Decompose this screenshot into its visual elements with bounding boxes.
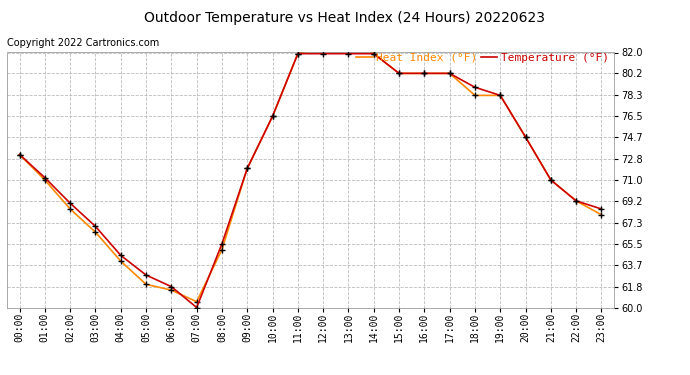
Text: Copyright 2022 Cartronics.com: Copyright 2022 Cartronics.com (7, 38, 159, 48)
Text: Outdoor Temperature vs Heat Index (24 Hours) 20220623: Outdoor Temperature vs Heat Index (24 Ho… (144, 11, 546, 25)
Legend: Heat Index (°F), Temperature (°F): Heat Index (°F), Temperature (°F) (356, 53, 609, 63)
